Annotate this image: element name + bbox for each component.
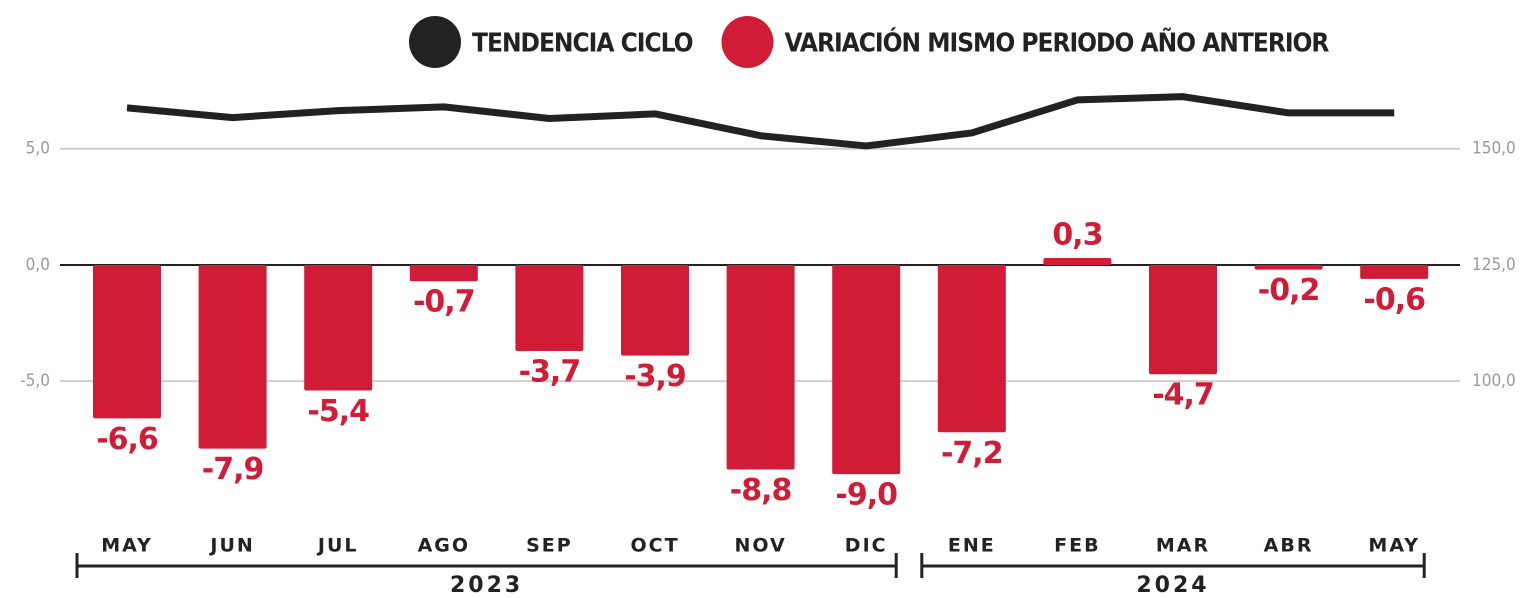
y-tick-label: 5,0 — [26, 139, 50, 159]
x-tick-label: SEP — [526, 535, 573, 557]
group-label: 2024 — [1136, 573, 1209, 598]
bar — [726, 264, 795, 470]
value-label: -8,8 — [730, 473, 792, 508]
value-label: -4,7 — [1152, 378, 1214, 413]
x-tick-label: JUL — [316, 535, 359, 557]
value-label: -6,6 — [96, 422, 158, 457]
x-tick-label: AGO — [418, 535, 470, 557]
x-tick-label: ABR — [1264, 535, 1314, 557]
y-tick-label: 0,0 — [26, 255, 50, 275]
value-label: -9,0 — [835, 478, 897, 513]
legend-label: TENDENCIA CICLO — [472, 29, 693, 59]
bar — [832, 264, 901, 475]
group-label: 2023 — [450, 573, 523, 598]
legend-swatch — [409, 16, 461, 68]
value-label: -3,7 — [519, 354, 581, 389]
value-label: -7,9 — [202, 452, 264, 487]
trend-line — [126, 93, 1395, 150]
x-tick-label: MAY — [101, 535, 153, 557]
x-tick-label: OCT — [630, 535, 679, 557]
value-label: -7,2 — [941, 436, 1003, 471]
bar — [1043, 257, 1112, 265]
value-label: -3,9 — [624, 359, 686, 394]
legend-swatch — [721, 16, 774, 68]
bar — [198, 264, 267, 449]
x-tick-label: FEB — [1054, 535, 1100, 557]
value-label: -5,4 — [307, 394, 369, 429]
x-tick-label: JUN — [208, 535, 254, 557]
bar — [515, 264, 584, 351]
x-tick-label: NOV — [734, 535, 786, 557]
y-tick-label: -5,0 — [20, 371, 50, 391]
x-tick-label: ENE — [948, 535, 996, 557]
x-tick-label: DIC — [845, 535, 888, 557]
value-label: 0,3 — [1052, 217, 1102, 252]
y2-tick-label: 125,0 — [1472, 255, 1516, 275]
bar — [304, 264, 373, 391]
bar — [93, 264, 161, 419]
value-label: -0,2 — [1258, 273, 1320, 308]
bar — [937, 264, 1006, 433]
value-label: -0,7 — [413, 285, 475, 320]
y2-tick-label: 100,0 — [1472, 371, 1516, 391]
bar — [621, 264, 689, 356]
x-tick-label: MAR — [1156, 535, 1210, 557]
value-label: -0,6 — [1363, 282, 1425, 317]
y2-tick-label: 150,0 — [1472, 139, 1516, 159]
bar — [409, 264, 478, 282]
bar — [1149, 264, 1217, 375]
bar — [1254, 264, 1323, 270]
bar — [1360, 264, 1429, 279]
legend-label: VARIACIÓN MISMO PERIODO AÑO ANTERIOR — [785, 27, 1330, 59]
x-tick-label: MAY — [1368, 535, 1420, 557]
